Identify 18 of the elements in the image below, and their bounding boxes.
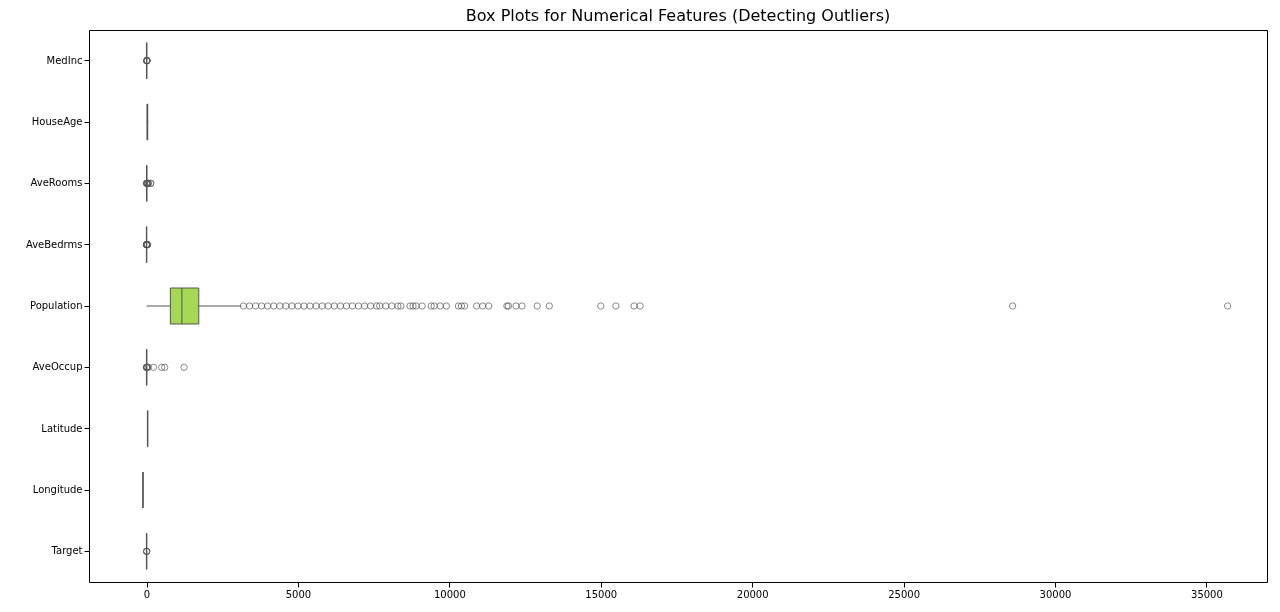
y-tick-label: Latitude (41, 422, 83, 434)
y-tick-label: AveBedrms (25, 238, 83, 250)
x-tick-label: 15000 (585, 588, 618, 600)
x-tick-label: 20000 (736, 588, 769, 600)
y-tick-label: Population (29, 300, 83, 311)
y-tick-label: Longitude (32, 484, 83, 495)
x-tick-label: 5000 (285, 588, 312, 600)
x-tick-label: 25000 (888, 588, 921, 600)
y-tick-label: AveOccup (32, 361, 83, 373)
y-tick-label: MedInc (46, 54, 83, 66)
x-tick-label: 30000 (1039, 588, 1072, 600)
y-tick-label: AveRooms (30, 177, 83, 189)
x-tick-label: 10000 (433, 588, 466, 600)
x-tick-label: 35000 (1191, 588, 1223, 600)
y-tick-label: HouseAge (31, 116, 83, 127)
x-tick-label: 0 (143, 588, 151, 600)
y-tick-label: Target (50, 545, 83, 557)
chart-title: Box Plots for Numerical Features (Detecting Outliers) (465, 6, 891, 25)
